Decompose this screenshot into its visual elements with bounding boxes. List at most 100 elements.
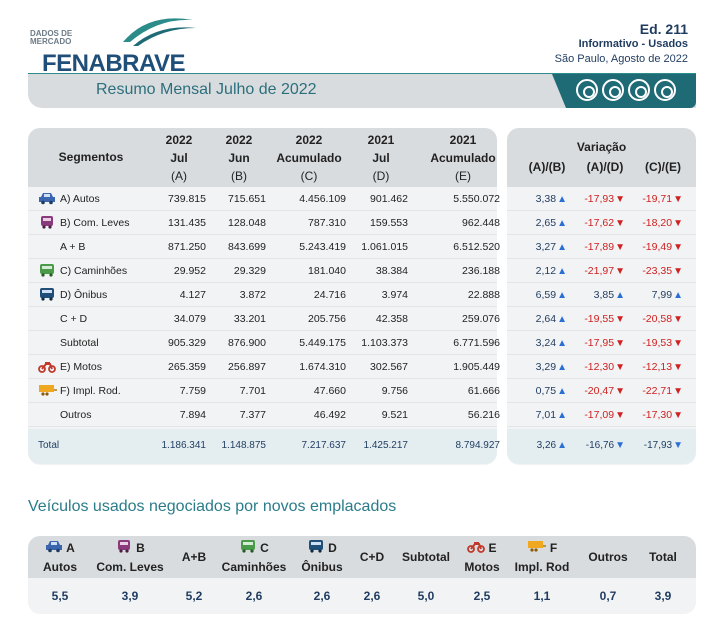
value-cell: 4.127 [179,289,206,301]
used-col-letter: E [488,541,497,555]
table-row: Outros 7.894 7.377 46.492 9.521 56.216 [28,403,500,427]
used-col-value: 0,7 [599,589,617,603]
variation-value: -12,13 [642,361,673,373]
car-icon [38,191,56,205]
variation-value: -19,55 [584,313,615,325]
variation-cell: -19,49▼ [631,241,683,253]
arrow-down-icon: ▼ [673,440,683,451]
variation-value: 3,29 [535,361,557,373]
value-cell: 34.079 [173,313,206,325]
arrow-down-icon: ▼ [615,410,625,421]
arrow-up-icon: ▲ [557,338,567,349]
truck-icon [38,263,56,277]
variation-cell: -23,35▼ [631,265,683,277]
arrow-up-icon: ▲ [557,314,567,325]
value-cell: 739.815 [168,193,206,205]
used-col-letter: A [66,541,75,555]
variation-cell: -18,20▼ [631,217,683,229]
variation-cell: 6,59▲ [515,289,567,301]
col-header: 2021 Acumulado (E) [418,131,508,185]
used-col-header: D Ônibus [300,539,344,576]
variation-cell: 7,01▲ [515,409,567,421]
car-icon [45,541,63,556]
used-col-header: Outros [584,548,632,566]
table-row: B) Com. Leves 131.435 128.048 787.310 159.55… [28,211,500,235]
variation-cell: 3,38▲ [515,193,567,205]
value-cell: 9.756 [381,385,408,397]
table-row: A) Autos 739.815 715.651 4.456.109 901.462 5.… [28,187,500,211]
wheel-icon [628,79,650,101]
arrow-down-icon: ▼ [615,218,625,229]
used-col-header: C+D [352,548,392,566]
variation-title: Variação [576,140,627,154]
variation-value: -17,95 [584,337,615,349]
variation-value: -17,89 [584,241,615,253]
used-vehicles-table: 5,5 3,9 5,2 2,6 2,6 2,6 5,0 2,5 1,1 0,7 3,9 [28,536,696,614]
col-header: 2022 Acumulado (C) [264,131,354,185]
arrow-down-icon: ▼ [615,314,625,325]
used-col-value: 2,6 [363,589,381,603]
arrow-up-icon: ▲ [557,290,567,301]
value-cell: 265.359 [168,361,206,373]
value-cell: 4.456.109 [299,193,346,205]
edition-info: Ed. 211 Informativo - Usados São Paulo, … [555,22,688,67]
value-cell: 5.243.419 [299,241,346,253]
col-header-line: 2022 [295,133,323,147]
arrow-down-icon: ▼ [673,314,683,325]
wheel-icon [654,79,676,101]
used-col-header: A+B [174,548,214,566]
arrow-down-icon: ▼ [615,242,625,253]
used-col-letter: A+B [181,550,207,564]
value-cell: 715.651 [228,193,266,205]
variation-cell: 3,29▲ [515,361,567,373]
total-value: 1.186.341 [161,440,207,451]
variation-value: -17,30 [642,409,673,421]
total-value: 7.217.637 [301,440,347,451]
col-header: 2022 Jul (A) [144,131,214,185]
value-cell: 901.462 [370,193,408,205]
variation-header: Variação (A)/(B) (A)/(D) (C)/(E) [507,128,696,187]
used-col-header: Subtotal [396,548,456,566]
col-header-line: Acumulado [430,151,496,165]
col-header-line: (D) [372,169,390,183]
variation-value: -18,20 [642,217,673,229]
used-col-label: Com. Leves [96,560,164,575]
col-header: 2022 Jun (B) [204,131,274,185]
edition-number: Ed. 211 [639,21,688,37]
variation-row: 2,64▲ -19,55▼ -20,58▼ [507,307,696,331]
variation-cell: 2,65▲ [515,217,567,229]
variation-cell: -19,55▼ [573,313,625,325]
variation-value: 3,24 [535,337,557,349]
col-header-line: (C) [300,169,318,183]
arrow-up-icon: ▲ [557,440,567,451]
value-cell: 38.384 [375,265,408,277]
variation-cell: -20,58▼ [631,313,683,325]
header-divider [28,73,696,74]
used-col-letter: D [328,541,337,555]
value-cell: 1.103.373 [361,337,408,349]
variation-value: 7,01 [535,409,557,421]
total-variation-value: -16,76 [585,440,615,451]
col-header: 2021 Jul (D) [346,131,416,185]
variation-value: -22,71 [642,385,673,397]
used-col-header: B Com. Leves [94,539,166,576]
value-cell: 5.550.072 [453,193,500,205]
variation-value: -19,49 [642,241,673,253]
value-cell: 3.872 [239,289,266,301]
used-col-value: 3,9 [654,589,672,603]
value-cell: 7.894 [179,409,206,421]
wheel-icon [602,79,624,101]
variation-cell: -17,93▼ [573,193,625,205]
arrow-down-icon: ▼ [673,242,683,253]
used-col-label: Ônibus [301,560,343,575]
fenabrave-logo: DADOS DE MERCADO FENABRAVE [28,12,228,77]
variation-value: 0,75 [535,385,557,397]
used-col-value: 3,9 [121,589,139,603]
used-col-label: Autos [43,560,77,575]
used-vehicles-title: Veículos usados negociados por novos emp… [28,498,397,515]
total-variation-row: 3,26▲ -16,76▼ -17,93▼ [507,429,696,464]
arrow-down-icon: ▼ [673,266,683,277]
table-row: E) Motos 265.359 256.897 1.674.310 302.567 1.… [28,355,500,379]
variation-value: 3,85 [593,289,615,301]
variation-value: 7,99 [651,289,673,301]
